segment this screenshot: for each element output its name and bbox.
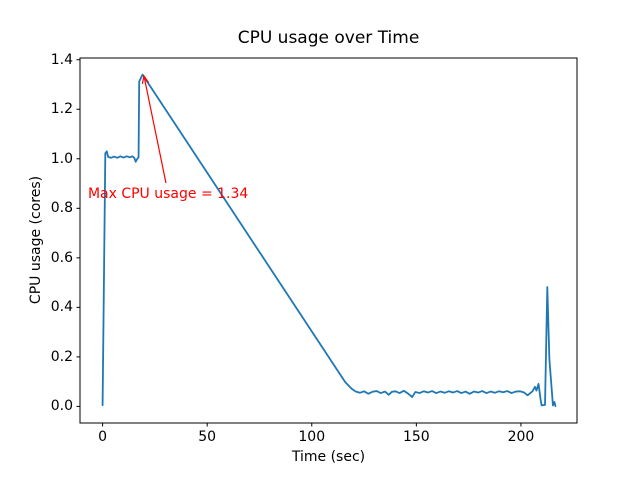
y-tick-label: 0.0 [50,398,73,415]
x-tick-label: 150 [402,429,430,445]
x-axis-label: Time (sec) [291,449,366,465]
y-tick-label: 0.2 [50,348,73,365]
y-tick-label: 1.0 [50,150,73,167]
axes-frame [79,57,578,424]
y-tick-label: 1.2 [50,101,73,118]
annotation-arrowhead [141,74,149,85]
chart-title: CPU usage over Time [237,28,420,48]
cpu-usage-line [101,73,557,408]
x-tick-label: 0 [98,429,108,445]
y-tick-label: 0.8 [50,200,73,217]
annotation-arrow [143,75,167,184]
y-tick-label: 1.4 [50,51,73,68]
y-tick-label: 0.6 [50,249,73,266]
x-tick-label: 50 [198,429,217,445]
x-tick-label: 100 [298,429,326,445]
y-tick-label: 0.4 [50,299,73,316]
max-cpu-annotation-text: Max CPU usage = 1.34 [87,186,249,203]
x-tick-label: 200 [507,429,535,445]
y-axis-label: CPU usage (cores) [28,175,44,305]
